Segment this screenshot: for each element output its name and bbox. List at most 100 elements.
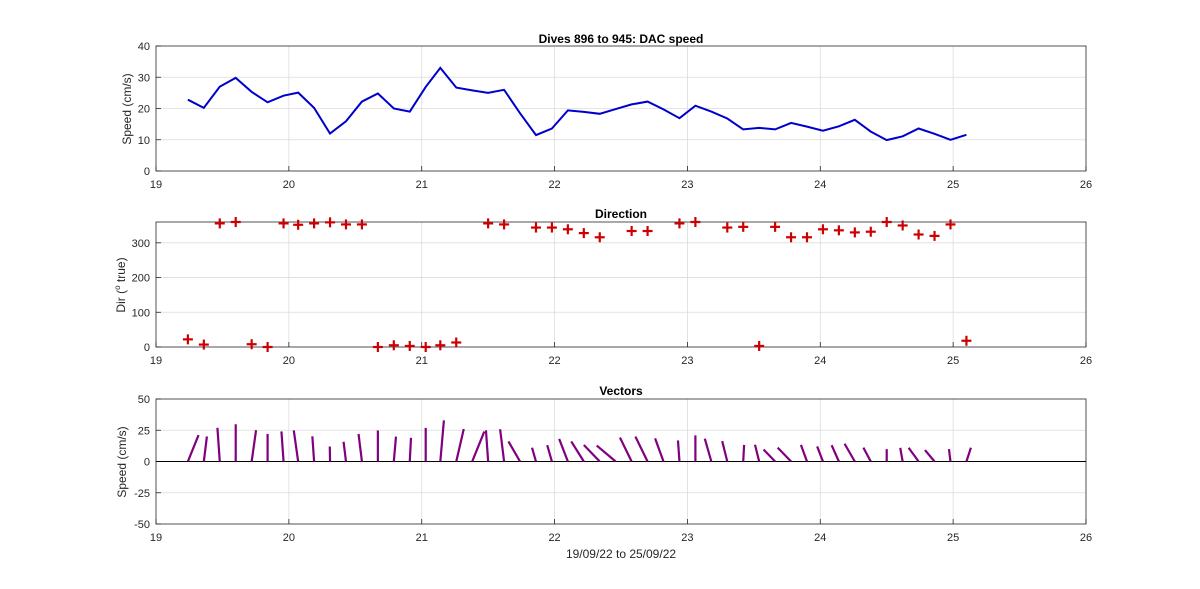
x-tick-label: 19: [150, 355, 162, 367]
direction-point: [722, 222, 733, 233]
direction-ylabel: Dir (o true): [113, 257, 128, 312]
x-tick-label: 26: [1080, 355, 1092, 367]
direction-point: [929, 230, 940, 241]
direction-point: [594, 232, 605, 243]
direction-panel: Direction Dir (o true) 19 20 21 22 23 24 25 26 0…: [113, 207, 1092, 367]
vector-stick: [342, 441, 348, 462]
vectors-xlabel: 19/09/22 to 25/09/22: [566, 547, 676, 561]
x-tick-label: 24: [814, 355, 826, 367]
speed-series: [187, 66, 967, 142]
speed-panel: Dives 896 to 945: DAC speed Speed (cm/s)…: [120, 32, 1092, 191]
vector-stick: [947, 448, 952, 462]
speed-line: [187, 66, 967, 142]
x-tick-label: 19: [150, 179, 162, 191]
direction-title: Direction: [595, 207, 647, 221]
x-tick-label: 22: [548, 532, 560, 544]
vector-stick: [280, 431, 285, 462]
direction-point: [786, 232, 797, 243]
vector-stick: [676, 440, 681, 462]
x-tick-label: 25: [947, 179, 959, 191]
vector-stick: [830, 444, 840, 462]
direction-point: [530, 222, 541, 233]
direction-point: [293, 219, 304, 230]
vector-stick: [484, 430, 490, 462]
direction-point: [404, 340, 415, 351]
direction-point: [754, 340, 765, 351]
y-tick-label: 10: [138, 135, 150, 147]
vector-stick: [816, 446, 824, 462]
x-tick-label: 21: [416, 532, 428, 544]
vector-stick: [843, 443, 856, 463]
y-tick-label: 20: [138, 104, 150, 116]
direction-point: [420, 342, 431, 352]
vector-stick: [596, 444, 617, 463]
speed-ylabel: Speed (cm/s): [120, 73, 134, 144]
x-tick-label: 20: [283, 532, 295, 544]
vector-stick: [558, 438, 569, 462]
vector-stick: [408, 437, 413, 462]
y-tick-label: -50: [134, 519, 150, 531]
vector-stick: [965, 447, 972, 462]
vector-stick: [357, 433, 364, 462]
x-tick-label: 20: [283, 355, 295, 367]
vector-stick: [471, 431, 486, 462]
direction-point: [562, 224, 573, 235]
y-tick-label: 0: [144, 342, 150, 354]
vector-stick: [703, 438, 713, 462]
vector-stick: [530, 447, 538, 462]
vector-stick: [742, 444, 746, 462]
direction-point: [738, 221, 749, 232]
vector-stick: [907, 447, 920, 463]
y-tick-label: 0: [144, 457, 150, 469]
direction-point: [770, 221, 781, 232]
direction-point: [325, 217, 336, 228]
vector-stick: [455, 428, 465, 462]
vector-stick: [507, 440, 521, 463]
vector-stick: [311, 436, 316, 462]
vector-stick: [799, 444, 809, 462]
y-tick-label: 50: [138, 394, 150, 406]
direction-tick-labels: 19 20 21 22 23 24 25 26 0 100 200 300: [132, 238, 1092, 367]
direction-point: [435, 340, 446, 351]
direction-point: [674, 218, 685, 229]
x-tick-label: 26: [1080, 179, 1092, 191]
direction-point: [913, 229, 924, 240]
vector-stick: [618, 437, 633, 462]
x-tick-label: 23: [681, 532, 693, 544]
direction-point: [865, 226, 876, 237]
y-tick-label: 30: [138, 72, 150, 84]
direction-point: [198, 339, 209, 350]
direction-point: [642, 226, 653, 237]
direction-point: [802, 232, 812, 243]
direction-point: [278, 218, 289, 229]
direction-series: [182, 217, 972, 352]
x-tick-label: 26: [1080, 532, 1092, 544]
speed-title: Dives 896 to 945: DAC speed: [539, 32, 704, 46]
direction-point: [483, 218, 494, 229]
x-tick-label: 19: [150, 532, 162, 544]
direction-point: [690, 217, 701, 227]
y-tick-label: 300: [132, 238, 150, 250]
vector-stick: [570, 440, 585, 463]
vector-stick: [753, 444, 761, 462]
vectors-ylabel: Speed (cm/s): [115, 426, 129, 497]
direction-ylabel-suffix: true): [114, 257, 128, 285]
vector-stick: [202, 436, 208, 462]
direction-point: [309, 218, 320, 229]
y-tick-label: 25: [138, 425, 150, 437]
vectors-panel: Vectors Speed (cm/s) 19 20 21 22 23 24 25 26 -50…: [115, 384, 1092, 561]
vector-stick: [721, 440, 729, 462]
vector-stick: [924, 449, 936, 463]
y-tick-label: -25: [134, 488, 150, 500]
vectors-series: [156, 420, 1086, 463]
direction-point: [578, 228, 589, 239]
x-tick-label: 21: [416, 355, 428, 367]
vector-stick: [546, 444, 553, 462]
direction-axes-frame: [155, 221, 1087, 348]
vector-stick: [216, 427, 221, 462]
direction-point: [499, 219, 510, 230]
direction-point: [182, 334, 193, 345]
direction-point: [897, 220, 908, 231]
direction-point: [356, 219, 367, 230]
